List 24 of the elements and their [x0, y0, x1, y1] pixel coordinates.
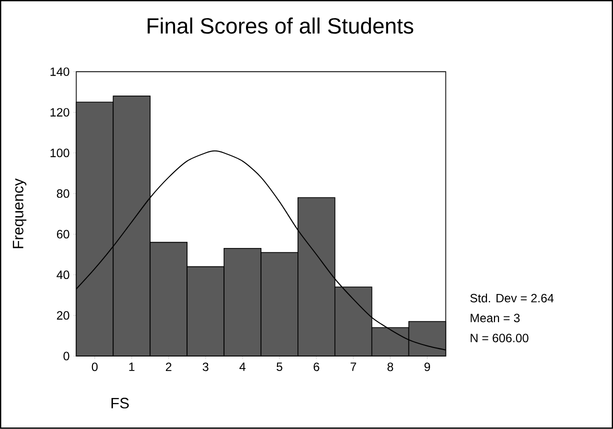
x-tick-label: 1 — [129, 362, 134, 371]
y-tick-label: 100 — [50, 148, 70, 158]
x-tick-label: 4 — [239, 362, 246, 371]
y-axis-title: Frequency — [12, 178, 26, 248]
x-tick-label: 9 — [424, 362, 430, 372]
y-tick-label: 120 — [50, 108, 70, 117]
x-tick-label: 8 — [387, 362, 394, 372]
x-tick-label: 6 — [314, 362, 320, 372]
y-tick-label: 140 — [50, 68, 70, 76]
y-tick-label: 0 — [64, 352, 70, 360]
y-tick-label: 80 — [56, 189, 70, 198]
chart-title: Final Scores of all Students — [148, 18, 414, 34]
text: Std. Dev = 2.64 — [470, 294, 554, 303]
x-tick-label: 7 — [350, 362, 356, 371]
y-tick-label: 40 — [56, 270, 70, 280]
text: Mean = 3 — [470, 314, 520, 322]
x-tick-label: 5 — [276, 362, 282, 372]
x-tick-label: 2 — [166, 362, 172, 372]
x-tick-label: 3 — [202, 362, 208, 372]
x-tick-label: 0 — [92, 362, 98, 372]
y-tick-label: 20 — [56, 311, 70, 320]
x-axis-title: FS — [112, 398, 129, 409]
y-tick-label: 60 — [56, 230, 70, 239]
text: N = 606.00 — [470, 334, 528, 342]
